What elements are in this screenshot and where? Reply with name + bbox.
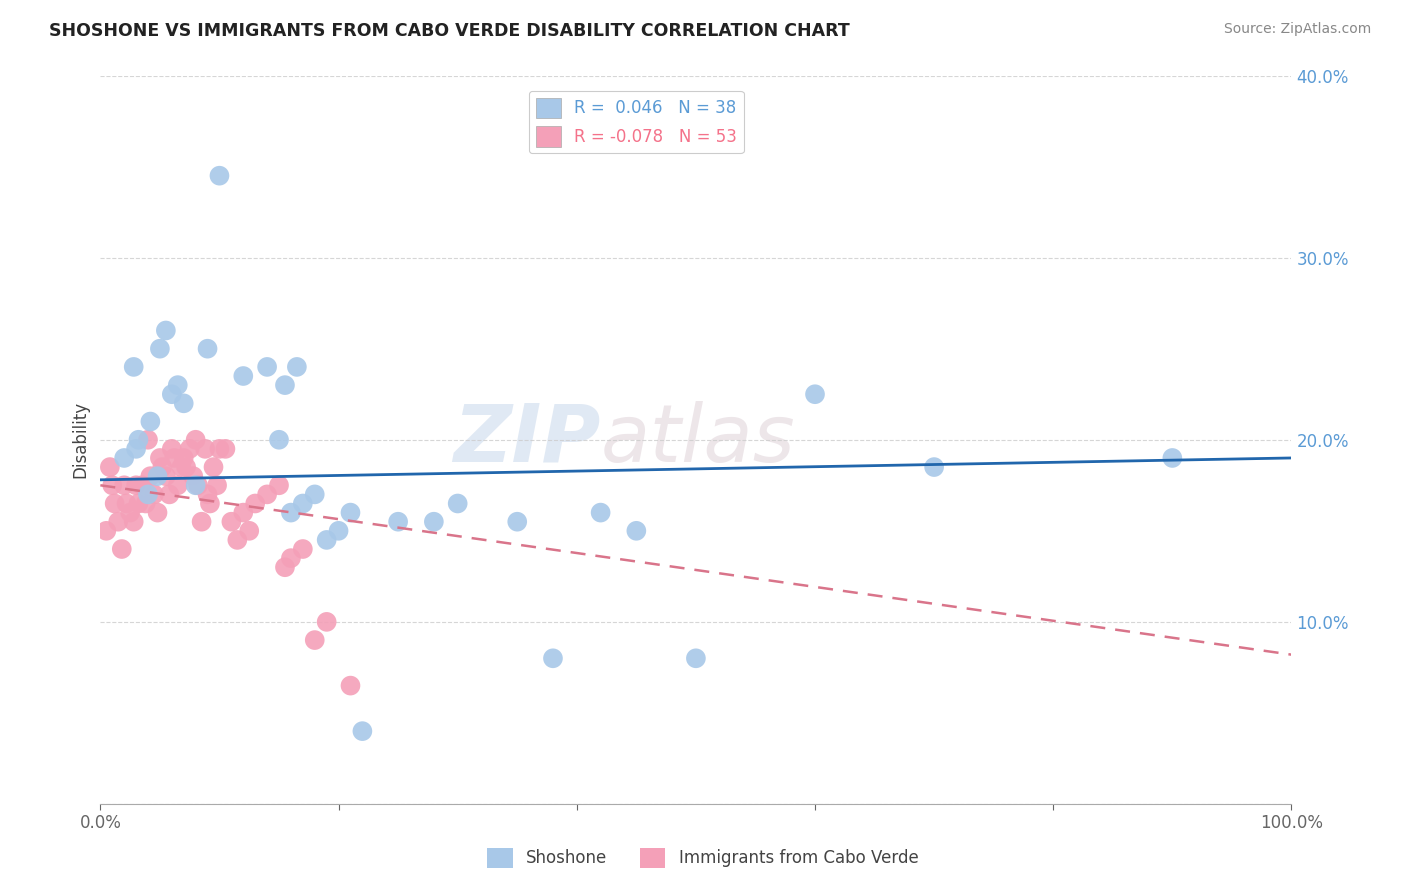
Point (115, 496, 138, 510)
Point (136, 487, 159, 501)
Point (339, 679, 361, 693)
Point (122, 515, 145, 529)
Point (184, 433, 207, 447)
Point (291, 496, 314, 510)
Point (160, 387, 183, 401)
Point (280, 506, 302, 520)
Point (197, 342, 219, 356)
Point (155, 469, 177, 483)
Point (922, 460, 945, 475)
Point (232, 506, 254, 520)
Point (541, 651, 564, 665)
Point (120, 506, 142, 520)
Point (291, 541, 314, 556)
Point (139, 415, 162, 429)
Point (122, 359, 145, 374)
Point (131, 478, 153, 492)
Point (387, 515, 409, 529)
Point (146, 506, 169, 520)
Point (267, 478, 290, 492)
Point (112, 450, 135, 465)
Point (194, 442, 217, 456)
Point (166, 378, 188, 392)
Point (506, 515, 529, 529)
Point (198, 496, 221, 510)
Text: Source: ZipAtlas.com: Source: ZipAtlas.com (1223, 22, 1371, 37)
Point (685, 651, 707, 665)
Legend: R =  0.046   N = 38, R = -0.078   N = 53: R = 0.046 N = 38, R = -0.078 N = 53 (529, 91, 744, 153)
Point (626, 524, 648, 538)
Legend: Shoshone, Immigrants from Cabo Verde: Shoshone, Immigrants from Cabo Verde (481, 841, 925, 875)
Point (173, 450, 195, 465)
Point (208, 442, 231, 456)
Point (127, 433, 149, 447)
Point (267, 433, 290, 447)
Point (1161, 450, 1184, 465)
Point (135, 496, 157, 510)
Point (150, 460, 173, 475)
Point (245, 496, 267, 510)
Point (315, 533, 337, 547)
Point (304, 633, 326, 648)
Point (214, 442, 236, 456)
Point (112, 478, 135, 492)
Point (804, 387, 827, 401)
Point (205, 478, 228, 492)
Point (197, 487, 219, 501)
Point (352, 724, 374, 739)
Point (173, 396, 195, 410)
Point (104, 496, 127, 510)
Point (274, 560, 297, 574)
Text: ZIP: ZIP (453, 401, 600, 479)
Point (174, 460, 197, 475)
Point (304, 487, 326, 501)
Point (170, 460, 193, 475)
Point (146, 469, 169, 483)
Point (328, 524, 350, 538)
Point (107, 515, 129, 529)
Text: SHOSHONE VS IMMIGRANTS FROM CABO VERDE DISABILITY CORRELATION CHART: SHOSHONE VS IMMIGRANTS FROM CABO VERDE D… (49, 22, 851, 40)
Point (339, 506, 361, 520)
Point (447, 496, 470, 510)
Point (142, 487, 165, 501)
Point (256, 487, 278, 501)
Point (111, 541, 134, 556)
Point (149, 450, 172, 465)
Point (256, 359, 278, 374)
Point (136, 433, 159, 447)
Point (423, 515, 446, 529)
Point (179, 442, 201, 456)
Point (315, 615, 337, 629)
Point (125, 442, 148, 456)
Point (155, 323, 177, 337)
Point (160, 442, 183, 456)
Point (96, 524, 118, 538)
Point (202, 460, 225, 475)
Point (98, 460, 121, 475)
Point (285, 359, 308, 374)
Point (125, 478, 148, 492)
Point (187, 478, 209, 492)
Point (589, 506, 612, 520)
Point (190, 515, 212, 529)
Point (232, 369, 254, 384)
Point (280, 551, 302, 566)
Point (184, 478, 207, 492)
Point (226, 533, 249, 547)
Y-axis label: Disability: Disability (72, 401, 89, 478)
Point (208, 169, 231, 183)
Point (139, 469, 162, 483)
Point (166, 478, 188, 492)
Point (159, 487, 181, 501)
Text: atlas: atlas (600, 401, 796, 479)
Point (274, 378, 297, 392)
Point (149, 342, 172, 356)
Point (221, 515, 243, 529)
Point (238, 524, 260, 538)
Point (163, 450, 186, 465)
Point (181, 469, 204, 483)
Point (127, 496, 149, 510)
Point (101, 478, 124, 492)
